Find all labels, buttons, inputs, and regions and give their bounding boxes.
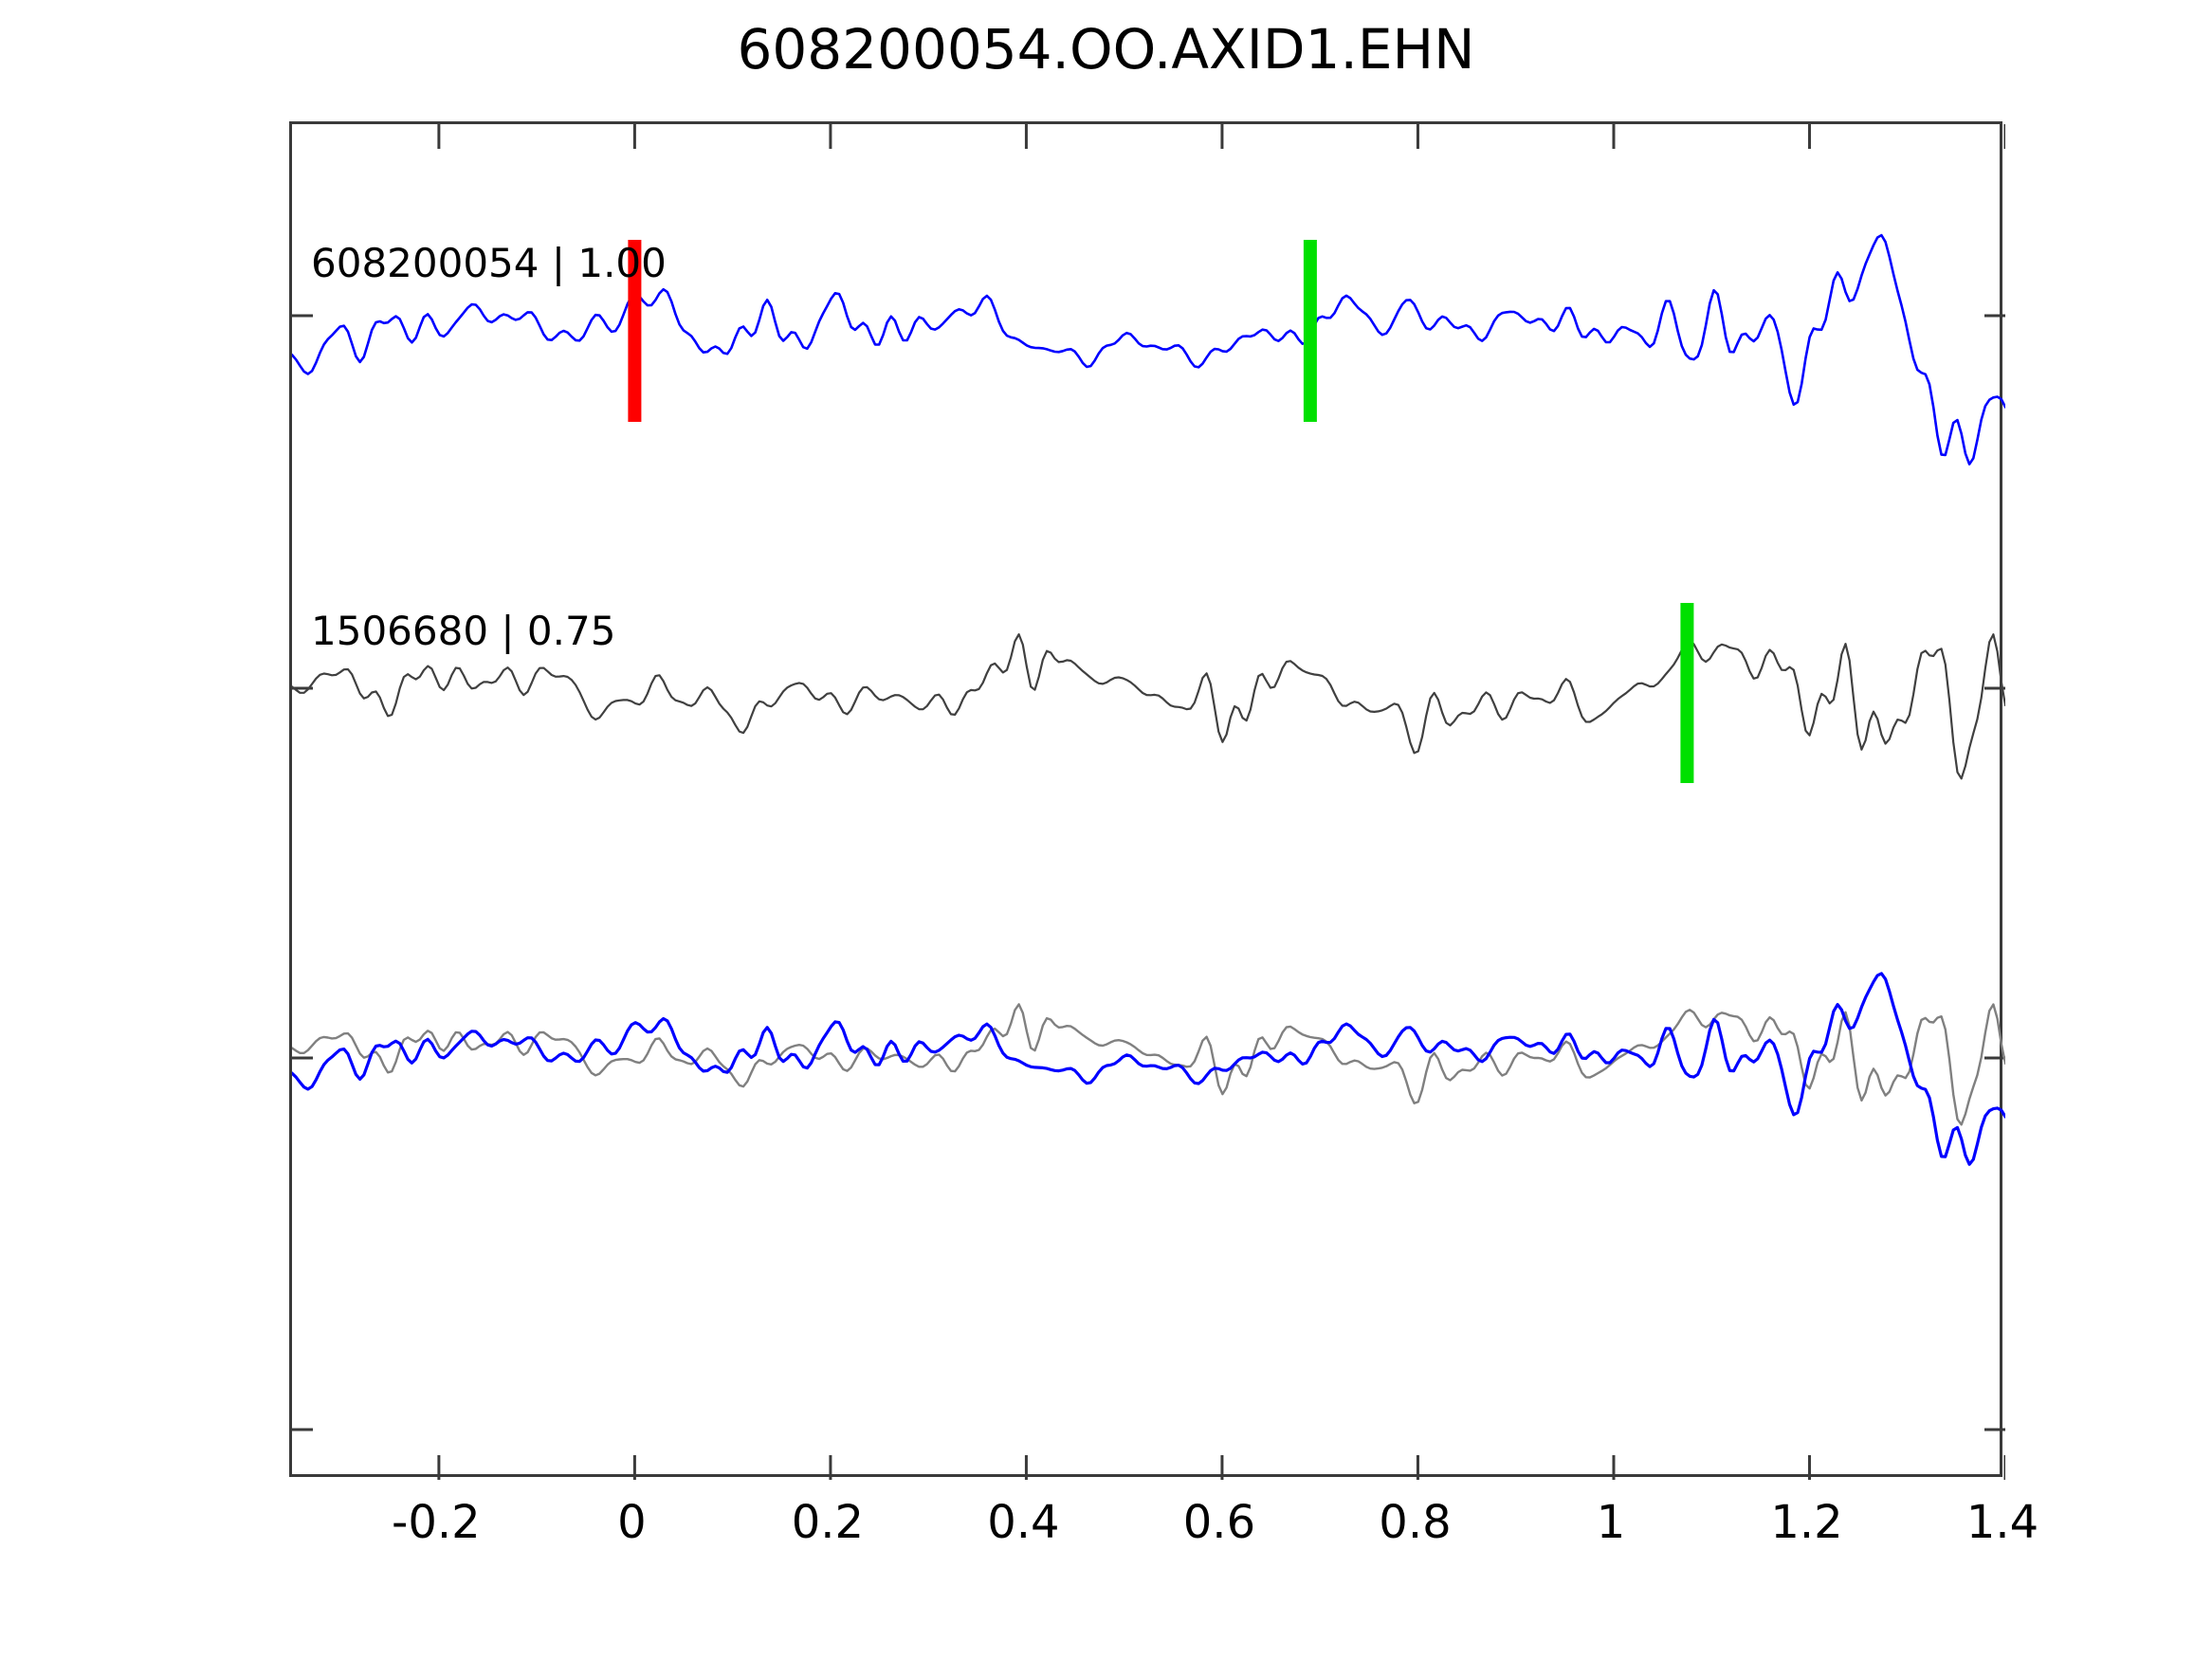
seismogram-plot-area: 608200054 | 1.00 1506680 | 0.75 xyxy=(289,121,2005,1480)
waveform-panel2-608200054 xyxy=(292,972,2005,1166)
trace-label-1: 1506680 | 0.75 xyxy=(311,608,616,654)
x-tick-label-6: 1 xyxy=(1596,1496,1626,1549)
waveform-panel1-1506680 xyxy=(292,633,2005,780)
pick-marker-pick-green-panel1 xyxy=(1680,603,1694,783)
x-tick-label-3: 0.4 xyxy=(987,1496,1060,1549)
pick-marker-pick-red-panel0 xyxy=(628,240,642,422)
x-tick-label-4: 0.6 xyxy=(1182,1496,1256,1549)
waveform-panel0-608200054 xyxy=(292,233,2005,465)
x-tick-label-1: 0 xyxy=(617,1496,647,1549)
waveform-panel2-1506680 xyxy=(292,1003,2005,1126)
x-tick-label-7: 1.2 xyxy=(1770,1496,1843,1549)
x-tick-label-2: 0.2 xyxy=(791,1496,865,1549)
x-tick-label-0: -0.2 xyxy=(392,1496,481,1549)
pick-marker-pick-green-panel0 xyxy=(1303,240,1317,422)
x-tick-label-8: 1.4 xyxy=(1965,1496,2039,1549)
page-title: 608200054.OO.AXID1.EHN xyxy=(737,17,1475,82)
waveform-canvas xyxy=(292,124,2005,1480)
trace-label-0: 608200054 | 1.00 xyxy=(311,240,667,286)
x-tick-label-5: 0.8 xyxy=(1379,1496,1452,1549)
